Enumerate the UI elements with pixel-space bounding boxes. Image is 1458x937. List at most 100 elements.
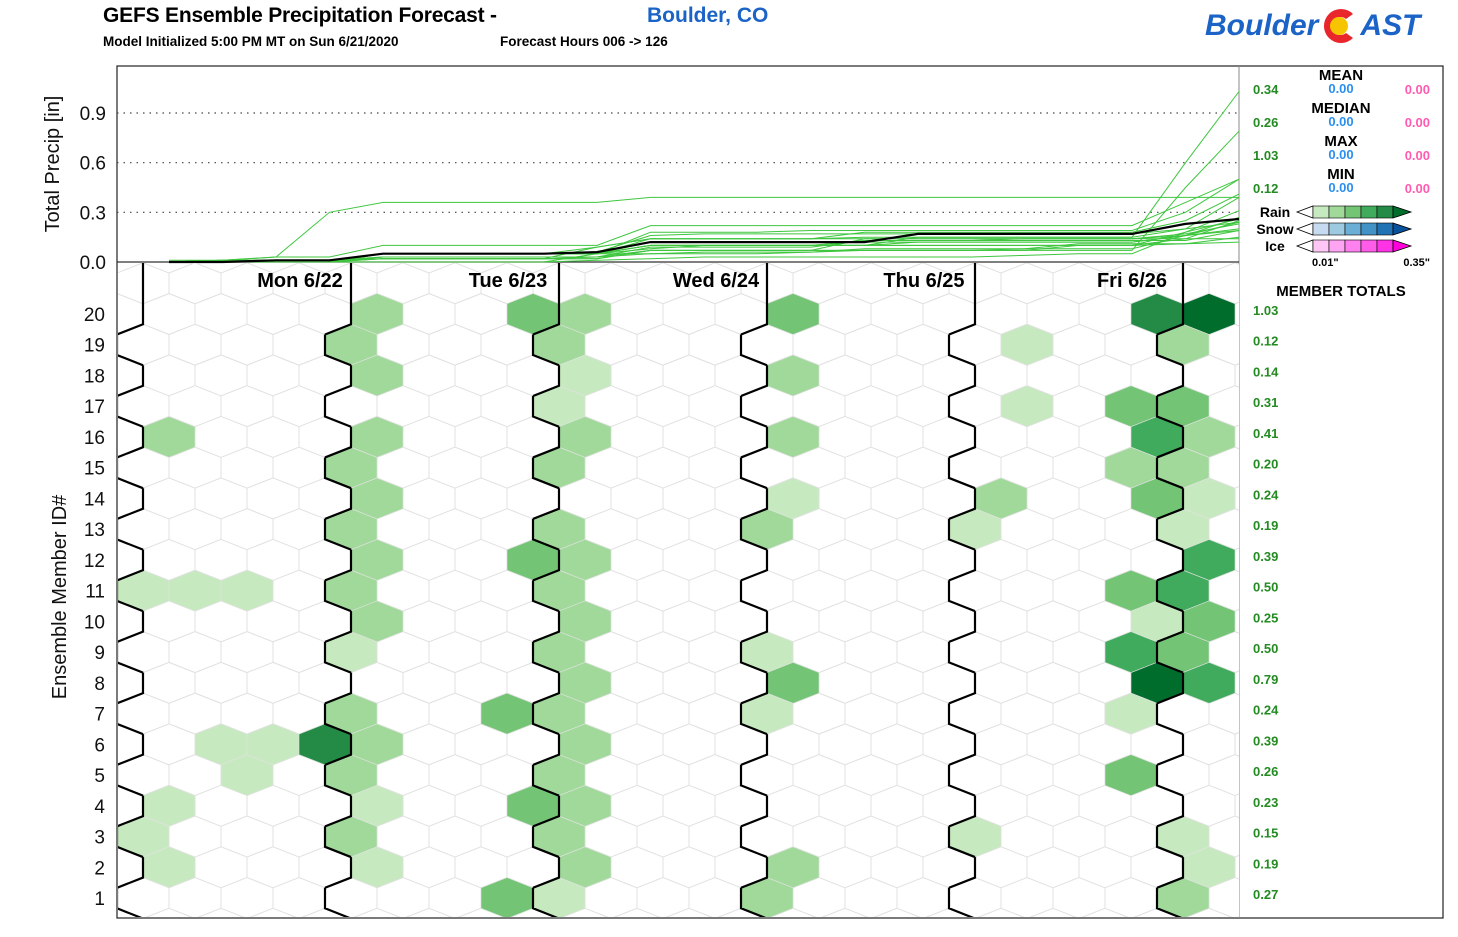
member-line (168, 196, 1239, 263)
stat-ice-value: 0.00 (1405, 82, 1430, 97)
hex-empty (1234, 731, 1239, 757)
member-id-label: 8 (94, 674, 105, 695)
stat-snow-value: 0.00 (1328, 180, 1353, 195)
member-total-value: 0.25 (1253, 610, 1278, 625)
member-total-value: 0.23 (1253, 795, 1278, 810)
member-total-value: 0.50 (1253, 641, 1278, 656)
location-label: Boulder, CO (647, 4, 769, 27)
hex-empty (1185, 907, 1233, 917)
day-label: Fri 6/26 (1097, 270, 1167, 292)
member-line (169, 210, 1240, 263)
bouldercast-logo: Boulder AST (1205, 6, 1420, 46)
model-init-label: Model Initialized 5:00 PM MT on Sun 6/21… (103, 34, 399, 49)
member-id-label: 17 (84, 397, 105, 418)
day-boundary-line (947, 263, 977, 917)
hex-precip-cell (1000, 323, 1054, 366)
stat-ice-value: 0.00 (1405, 115, 1430, 130)
hex-empty (925, 907, 973, 917)
legend-under-arrow (1295, 222, 1314, 236)
member-id-label: 1 (94, 889, 105, 910)
y-tick-label: 0.9 (80, 104, 106, 125)
hex-empty (1287, 724, 1339, 765)
legend-swatch (1344, 205, 1362, 219)
member-id-labels: 20 19 18 17 16 15 14 13 12 11 10 9 8 7 6 5 4 3 2 1 (84, 305, 106, 910)
member-total-value: 1.03 (1253, 303, 1278, 318)
y-tick-label: 0.6 (80, 154, 106, 175)
legend-type-label: Rain (1260, 204, 1290, 220)
hex-empty (561, 907, 609, 917)
stat-rain-value: 0.26 (1253, 115, 1278, 130)
member-total-value: 0.39 (1253, 549, 1278, 564)
member-line (169, 178, 1240, 263)
member-id-label: 15 (84, 459, 105, 480)
member-id-label: 12 (84, 551, 105, 572)
day-label: Tue 6/23 (469, 270, 548, 292)
plot-frame (116, 65, 1444, 919)
day-label: Wed 6/24 (673, 270, 760, 292)
legend-swatch (1376, 205, 1394, 219)
hex-empty (1133, 907, 1181, 917)
stat-snow-value: 0.00 (1328, 147, 1353, 162)
hex-empty (1287, 847, 1339, 888)
hex-empty (977, 907, 1025, 917)
legend-swatch (1344, 222, 1362, 236)
hex-empty (65, 755, 117, 796)
day-boundary-line (531, 263, 561, 917)
legend-swatch (1328, 205, 1346, 219)
hex-precip-cell (220, 754, 274, 796)
member-line (169, 91, 1240, 263)
stat-ice-value: 0.00 (1405, 181, 1430, 196)
hex-empty (1287, 662, 1339, 703)
legend-swatch (1344, 239, 1362, 253)
day-boundary-line (1155, 263, 1185, 917)
hex-empty (353, 907, 401, 917)
logo-text-right: AST (1360, 9, 1421, 42)
member-axis-label: Ensemble Member ID# (49, 494, 71, 699)
stat-rain-value: 0.12 (1253, 181, 1278, 196)
mean-line (169, 217, 1240, 264)
hex-empty (65, 816, 117, 857)
stat-rain-value: 1.03 (1253, 148, 1278, 163)
member-id-label: 9 (94, 643, 105, 664)
chart-title: GEFS Ensemble Precipitation Forecast - (103, 4, 497, 27)
forecast-hours-label: Forecast Hours 006 -> 126 (500, 34, 668, 49)
member-id-label: 10 (84, 612, 105, 633)
stat-label: MEDIAN (1311, 100, 1370, 117)
day-labels: Mon 6/22 Tue 6/23 Wed 6/24 Thu 6/25 Fri 6/26 (257, 270, 1167, 292)
hex-empty (405, 907, 453, 917)
stat-ice-value: 0.00 (1405, 148, 1430, 163)
stat-snow-value: 0.00 (1328, 114, 1353, 129)
colorado-c-icon (1319, 6, 1359, 46)
legend-swatch (1328, 239, 1346, 253)
hex-empty (1234, 363, 1239, 388)
hex-empty (1287, 478, 1339, 519)
hex-empty (1287, 539, 1339, 580)
hex-empty (145, 907, 193, 917)
logo-text-left: Boulder (1205, 9, 1319, 42)
member-line (169, 216, 1240, 263)
day-boundary-line (118, 263, 145, 917)
hex-empty (1237, 916, 1239, 917)
legend-type-label: Snow (1256, 221, 1293, 237)
hex-empty (1287, 908, 1339, 937)
hex-empty (821, 907, 869, 917)
legend-swatch (1376, 239, 1394, 253)
legend-swatch (1360, 222, 1378, 236)
day-boundary-line (323, 263, 353, 917)
legend-swatch (1376, 222, 1394, 236)
hex-empty (65, 693, 117, 734)
member-line (169, 241, 1240, 263)
member-total-value: 0.15 (1253, 826, 1278, 841)
legend-swatch (1328, 222, 1346, 236)
member-total-value: 0.19 (1253, 856, 1278, 871)
member-id-label: 18 (84, 366, 105, 387)
member-total-value: 0.26 (1253, 764, 1278, 779)
hex-empty (717, 907, 765, 917)
legend-max-label: 0.35" (1403, 257, 1430, 269)
member-id-label: 7 (94, 705, 105, 726)
hex-empty (1287, 601, 1339, 642)
legend-swatch (1360, 205, 1378, 219)
